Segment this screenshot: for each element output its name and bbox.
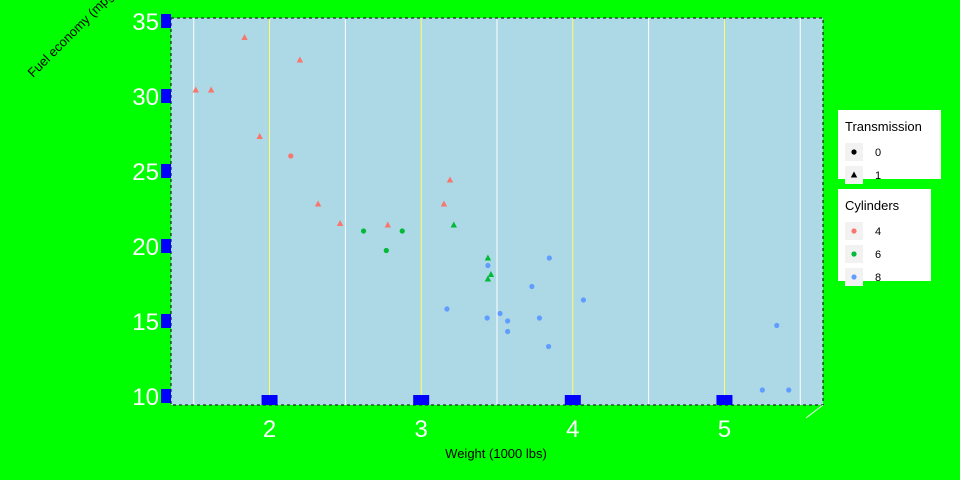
legend-symbol	[850, 171, 858, 178]
grid-layer	[193, 18, 801, 405]
legend-symbol	[851, 274, 857, 280]
data-point	[484, 275, 492, 282]
data-point	[529, 283, 535, 290]
data-point	[497, 310, 503, 317]
data-point	[759, 387, 765, 393]
x-tick-label: 4	[566, 416, 579, 443]
legend-label: 6	[875, 249, 881, 261]
data-point	[296, 56, 304, 63]
x-tick-label: 2	[263, 416, 276, 443]
y-tick-mark	[161, 389, 171, 403]
data-point	[288, 153, 294, 159]
data-point	[450, 221, 457, 228]
data-point	[444, 306, 450, 312]
legend-title: Cylinders	[845, 198, 900, 213]
y-tick-label: 35	[132, 9, 159, 36]
legend-label: 0	[875, 147, 881, 159]
legend-layer: Transmission 0 1 Cylinders 4 6 8	[838, 110, 941, 286]
axis-layer: 10 15 20 25 30 35 2 3 4 5	[132, 9, 733, 443]
data-point	[336, 220, 344, 226]
legend-label: 4	[875, 226, 881, 238]
legend-label: 1	[875, 170, 881, 182]
axis-corner-line	[805, 404, 824, 419]
x-tick-label: 3	[415, 416, 428, 443]
data-point	[192, 86, 199, 93]
x-tick-label: 5	[718, 416, 731, 443]
data-point	[545, 343, 552, 350]
y-tick-label: 10	[132, 384, 159, 411]
legend-title: Transmission	[845, 119, 922, 134]
x-tick-mark	[564, 395, 581, 405]
legend-symbol	[851, 228, 857, 234]
data-point	[485, 262, 491, 269]
data-point	[536, 315, 543, 321]
data-point	[774, 322, 780, 329]
legend-symbol	[851, 251, 857, 257]
x-tick-mark	[716, 395, 733, 405]
data-point	[580, 297, 587, 303]
data-point	[484, 315, 490, 321]
y-tick-label: 15	[132, 309, 159, 336]
x-tick-mark	[413, 395, 430, 405]
data-point	[207, 86, 215, 93]
data-point	[384, 221, 392, 228]
legend-symbol	[851, 149, 857, 155]
legend-label: 8	[875, 272, 881, 284]
data-point	[241, 34, 248, 40]
data-point	[505, 318, 511, 324]
y-tick-label: 30	[132, 84, 159, 111]
y-tick-mark	[161, 89, 171, 103]
data-point	[505, 328, 511, 335]
data-point	[546, 255, 552, 261]
data-point	[399, 228, 405, 234]
data-point	[446, 176, 454, 183]
y-tick-mark	[161, 164, 171, 178]
points-layer	[192, 34, 792, 393]
data-point	[360, 228, 367, 234]
data-point	[786, 387, 792, 393]
y-tick-mark	[161, 239, 171, 253]
data-point	[440, 200, 448, 207]
y-tick-label: 20	[132, 234, 159, 261]
y-tick-label: 25	[132, 159, 159, 186]
data-point	[383, 247, 389, 254]
y-tick-mark	[161, 14, 171, 28]
data-point	[314, 200, 322, 207]
data-point	[256, 133, 263, 139]
y-tick-mark	[161, 314, 171, 328]
y-axis-title: Fuel economy (mpg)	[25, 0, 120, 80]
data-point	[484, 254, 492, 261]
x-axis-title: Weight (1000 lbs)	[445, 446, 547, 461]
x-tick-mark	[261, 395, 278, 405]
plot-border	[170, 17, 824, 406]
data-point	[487, 271, 495, 277]
